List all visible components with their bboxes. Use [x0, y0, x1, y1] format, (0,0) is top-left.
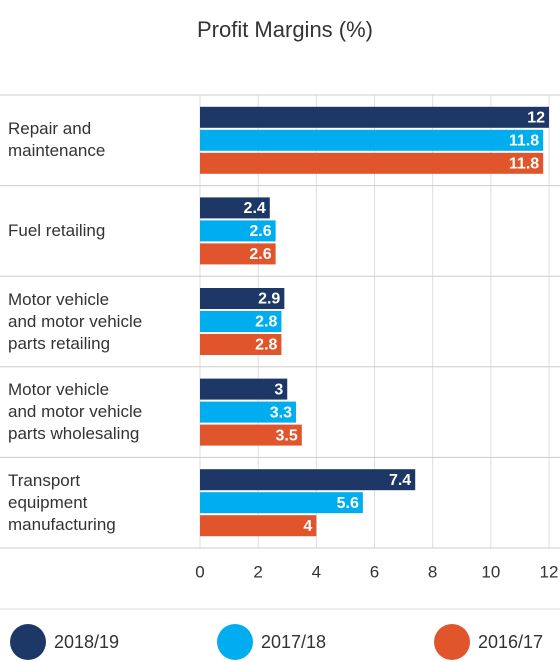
category-label: Motor vehicle and motor vehicle parts wh…	[8, 380, 143, 444]
bar	[200, 515, 317, 537]
bar	[200, 243, 276, 265]
bar	[200, 288, 285, 309]
value-label: 2.6	[249, 223, 271, 240]
x-tick-label: 4	[312, 562, 321, 581]
legend-label: 2016/17	[478, 632, 543, 652]
bar	[200, 401, 296, 423]
category-label: Motor vehicle and motor vehicle parts re…	[8, 289, 143, 353]
bar	[200, 424, 302, 446]
x-tick-label: 0	[195, 562, 204, 581]
value-label: 12	[527, 110, 545, 127]
chart-title: Profit Margins (%)	[197, 17, 373, 42]
bar	[200, 469, 416, 491]
bar	[200, 197, 270, 219]
x-tick-label: 6	[370, 562, 379, 581]
bar	[200, 311, 282, 332]
value-label: 3	[274, 381, 283, 398]
bar	[200, 378, 288, 400]
x-tick-label: 2	[253, 562, 262, 581]
bar	[200, 334, 282, 355]
x-tick-label: 12	[540, 562, 559, 581]
value-label: 7.4	[389, 472, 411, 489]
x-tick-label: 10	[481, 562, 500, 581]
legend-swatch	[217, 624, 253, 660]
legend-label: 2017/18	[261, 632, 326, 652]
bar	[200, 220, 276, 242]
legend-label: 2018/19	[54, 632, 119, 652]
x-tick-label: 8	[428, 562, 437, 581]
value-label: 2.6	[249, 246, 271, 263]
bar	[200, 152, 544, 174]
value-label: 2.4	[244, 200, 266, 217]
value-label: 4	[303, 518, 312, 535]
legend-swatch	[10, 624, 46, 660]
category-label: Fuel retailing	[8, 220, 106, 240]
value-label: 3.5	[276, 427, 298, 444]
category-label: Repair and maintenance	[8, 119, 106, 161]
value-label: 5.6	[337, 495, 359, 512]
category-label: Transport equipment manufacturing	[8, 470, 116, 534]
bar	[200, 492, 363, 514]
legend-swatch	[434, 624, 470, 660]
value-label: 2.9	[258, 291, 280, 308]
value-label: 11.8	[509, 133, 539, 150]
value-label: 11.8	[509, 156, 539, 173]
value-label: 3.3	[270, 404, 292, 421]
value-label: 2.8	[255, 314, 277, 331]
bar	[200, 106, 549, 128]
value-label: 2.8	[255, 337, 277, 354]
bar	[200, 129, 544, 151]
